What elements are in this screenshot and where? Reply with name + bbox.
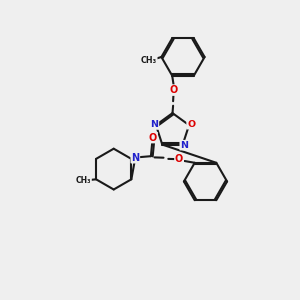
Text: CH₃: CH₃ (76, 176, 91, 185)
Text: N: N (180, 141, 188, 150)
Text: O: O (175, 154, 183, 164)
Text: CH₃: CH₃ (141, 56, 157, 65)
Text: O: O (149, 133, 157, 142)
Text: O: O (169, 85, 178, 95)
Text: N: N (151, 120, 158, 129)
Text: N: N (131, 153, 140, 163)
Text: O: O (187, 120, 195, 129)
